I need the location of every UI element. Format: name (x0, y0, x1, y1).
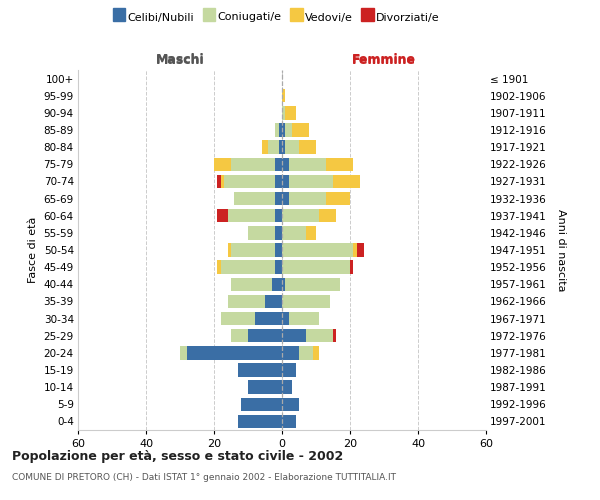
Bar (180, 346, 187, 360)
Bar (262, 140, 268, 154)
Bar (248, 329, 282, 342)
Bar (299, 140, 316, 154)
Bar (289, 312, 319, 326)
Text: Popolazione per età, sesso e stato civile - 2002: Popolazione per età, sesso e stato civil… (12, 450, 343, 463)
Bar (313, 346, 319, 360)
Bar (282, 89, 286, 102)
Bar (231, 329, 248, 342)
Bar (235, 192, 275, 205)
Bar (275, 174, 282, 188)
Bar (286, 140, 299, 154)
Bar (326, 158, 353, 171)
Bar (217, 260, 221, 274)
Bar (282, 226, 306, 239)
Bar (238, 364, 282, 376)
Text: Maschi: Maschi (155, 54, 205, 66)
Bar (275, 260, 282, 274)
Y-axis label: Anni di nascita: Anni di nascita (556, 209, 566, 291)
Bar (282, 260, 350, 274)
Bar (282, 158, 289, 171)
Bar (289, 192, 326, 205)
Bar (282, 192, 289, 205)
Bar (333, 174, 360, 188)
Bar (217, 174, 221, 188)
Bar (248, 380, 282, 394)
Bar (217, 209, 227, 222)
Bar (278, 124, 282, 136)
Bar (282, 140, 286, 154)
Bar (227, 294, 265, 308)
Bar (241, 398, 282, 411)
Bar (275, 158, 282, 171)
Bar (275, 244, 282, 256)
Text: Maschi: Maschi (155, 54, 205, 66)
Bar (268, 140, 278, 154)
Bar (282, 106, 286, 120)
Legend: Celibi/Nubili, Coniugati/e, Vedovi/e, Divorziati/e: Celibi/Nubili, Coniugati/e, Vedovi/e, Di… (108, 8, 444, 27)
Bar (282, 244, 353, 256)
Bar (187, 346, 282, 360)
Text: Femmine: Femmine (352, 54, 416, 66)
Bar (255, 312, 282, 326)
Bar (350, 260, 353, 274)
Bar (231, 244, 275, 256)
Bar (227, 244, 231, 256)
Bar (299, 346, 313, 360)
Bar (214, 158, 231, 171)
Bar (278, 140, 282, 154)
Bar (221, 174, 224, 188)
Bar (292, 124, 309, 136)
Bar (272, 278, 282, 291)
Bar (265, 294, 282, 308)
Bar (221, 312, 255, 326)
Bar (326, 192, 350, 205)
Bar (238, 414, 282, 428)
Bar (275, 192, 282, 205)
Bar (282, 364, 296, 376)
Bar (248, 226, 275, 239)
Bar (306, 329, 333, 342)
Bar (289, 158, 326, 171)
Bar (221, 260, 275, 274)
Bar (282, 398, 299, 411)
Bar (275, 124, 278, 136)
Bar (286, 278, 340, 291)
Bar (282, 294, 329, 308)
Bar (357, 244, 364, 256)
Bar (282, 380, 292, 394)
Bar (282, 209, 319, 222)
Y-axis label: Fasce di età: Fasce di età (28, 217, 38, 283)
Bar (286, 124, 292, 136)
Bar (231, 278, 272, 291)
Text: Femmine: Femmine (352, 54, 416, 66)
Bar (282, 174, 289, 188)
Text: COMUNE DI PRETORO (CH) - Dati ISTAT 1° gennaio 2002 - Elaborazione TUTTITALIA.IT: COMUNE DI PRETORO (CH) - Dati ISTAT 1° g… (12, 472, 396, 482)
Bar (319, 209, 337, 222)
Bar (231, 158, 275, 171)
Bar (286, 106, 296, 120)
Bar (282, 414, 296, 428)
Bar (282, 124, 286, 136)
Bar (306, 226, 316, 239)
Bar (289, 174, 333, 188)
Bar (333, 329, 337, 342)
Bar (282, 312, 289, 326)
Bar (275, 209, 282, 222)
Bar (353, 244, 357, 256)
Bar (282, 329, 306, 342)
Bar (275, 226, 282, 239)
Bar (224, 174, 275, 188)
Bar (282, 278, 286, 291)
Bar (282, 346, 299, 360)
Bar (227, 209, 275, 222)
